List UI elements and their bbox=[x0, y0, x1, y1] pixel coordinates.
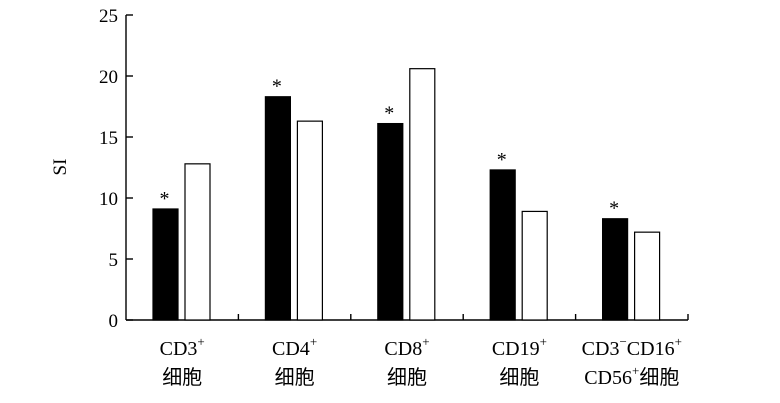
label-text: CD3 bbox=[582, 338, 620, 360]
label-superscript: − bbox=[619, 334, 626, 349]
significance-star: * bbox=[160, 188, 170, 210]
y-tick-label: 10 bbox=[99, 189, 118, 210]
significance-star: * bbox=[497, 149, 507, 171]
label-text: CD16 bbox=[627, 338, 675, 360]
label-text: 细胞 bbox=[162, 366, 202, 389]
label-text: CD56 bbox=[584, 367, 632, 389]
label-text: CD8 bbox=[384, 338, 422, 360]
bar-filled bbox=[601, 218, 629, 321]
x-tick-label: 细胞 bbox=[387, 366, 427, 389]
x-tick-label: 细胞 bbox=[499, 366, 539, 389]
bar-filled bbox=[152, 208, 179, 321]
significance-star: * bbox=[384, 103, 394, 125]
bar-open bbox=[409, 68, 436, 321]
x-tick-label: 细胞 bbox=[162, 366, 202, 389]
label-superscript: + bbox=[540, 334, 547, 349]
y-tick-label: 25 bbox=[99, 6, 118, 27]
label-text: 细胞 bbox=[499, 366, 539, 389]
label-superscript: + bbox=[632, 363, 639, 378]
bar-open bbox=[633, 231, 661, 321]
significance-star: * bbox=[272, 76, 282, 98]
label-superscript: + bbox=[197, 334, 204, 349]
bar-open bbox=[184, 163, 211, 321]
y-tick-label: 5 bbox=[109, 250, 119, 271]
label-text: CD3 bbox=[160, 338, 198, 360]
label-text: 细胞 bbox=[639, 366, 679, 389]
bar-open bbox=[521, 210, 548, 321]
significance-star: * bbox=[609, 198, 619, 220]
label-superscript: + bbox=[422, 334, 429, 349]
bar-filled bbox=[377, 122, 404, 321]
x-tick-label: 细胞 bbox=[275, 366, 315, 389]
label-text: 细胞 bbox=[387, 366, 427, 389]
y-axis-title: SI bbox=[50, 159, 71, 176]
label-text: 细胞 bbox=[275, 366, 315, 389]
y-tick-label: 15 bbox=[99, 128, 118, 149]
y-tick-label: 20 bbox=[99, 67, 118, 88]
bar-filled bbox=[489, 169, 516, 321]
y-tick-label: 0 bbox=[109, 311, 119, 332]
x-tick-label: CD4+ bbox=[272, 334, 317, 360]
x-tick-label: CD3+ bbox=[160, 334, 205, 360]
label-superscript: + bbox=[310, 334, 317, 349]
label-text: CD4 bbox=[272, 338, 310, 360]
x-tick-label: CD56+细胞 bbox=[584, 363, 679, 389]
label-superscript: + bbox=[675, 334, 682, 349]
bar-filled bbox=[264, 96, 291, 321]
bar-open bbox=[296, 120, 323, 321]
label-text: CD19 bbox=[492, 338, 540, 360]
x-tick-label: CD8+ bbox=[384, 334, 429, 360]
x-tick-label: CD19+ bbox=[492, 334, 547, 360]
x-tick-label: CD3−CD16+ bbox=[582, 334, 682, 360]
